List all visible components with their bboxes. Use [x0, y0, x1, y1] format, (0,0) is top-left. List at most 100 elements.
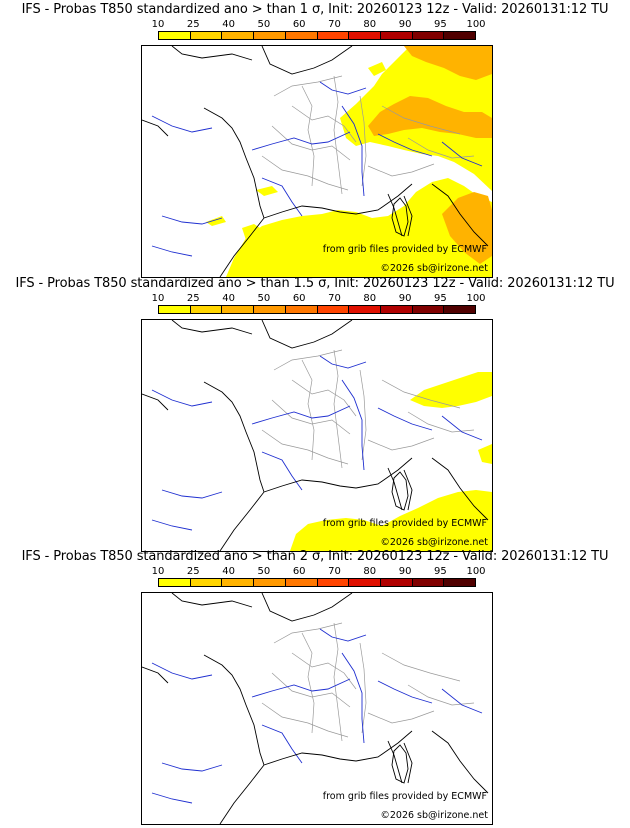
color-scale-labels: 10 25 40 50 60 70 80 90 95 100	[152, 566, 486, 578]
scale-color-segment	[444, 306, 476, 313]
scale-label: 70	[328, 566, 341, 577]
prob-area-tyrrhenian	[478, 444, 492, 464]
probability-shading	[206, 46, 492, 277]
panel-title: IFS - Probas T850 standardized ano > tha…	[21, 549, 609, 564]
scale-color-segment	[222, 579, 255, 586]
scale-label: 50	[257, 293, 271, 304]
source-credit: from grib files provided by ECMWF	[322, 791, 487, 802]
map-canvas	[142, 593, 489, 824]
scale-label: 40	[222, 19, 235, 30]
forecast-panel-1-5sigma: IFS - Probas T850 standardized ano > tha…	[0, 276, 630, 552]
copyright-text: ©2026 sb@irizone.net	[380, 537, 488, 548]
scale-label: 10	[151, 19, 165, 30]
scale-color-segment	[380, 306, 413, 313]
coastline	[142, 593, 489, 824]
map-canvas	[142, 46, 492, 277]
color-scale-labels: 10 25 40 50 60 70 80 90 95 100	[152, 293, 486, 305]
scale-label: 100	[466, 566, 486, 577]
prob-area-west	[206, 216, 226, 226]
map-frame: from grib files provided by ECMWF ©2026 …	[141, 592, 493, 825]
scale-color-segment	[190, 32, 223, 39]
coastline	[142, 320, 489, 551]
scale-color-segment	[254, 579, 286, 586]
panel-title: IFS - Probas T850 standardized ano > tha…	[15, 276, 615, 291]
prob-area-alps	[410, 372, 492, 408]
scale-label: 95	[434, 19, 447, 30]
scale-label: 40	[222, 293, 235, 304]
scale-color-segment	[159, 306, 191, 313]
corsica-island	[391, 197, 409, 237]
scale-color-segment	[222, 32, 255, 39]
scale-color-segment	[412, 306, 445, 313]
scale-label: 90	[398, 293, 412, 304]
scale-label: 80	[363, 293, 377, 304]
source-credit: from grib files provided by ECMWF	[322, 518, 487, 529]
scale-color-segment	[222, 306, 255, 313]
scale-color-segment	[190, 306, 223, 313]
scale-color-segment	[317, 579, 350, 586]
scale-label: 25	[186, 566, 200, 577]
scale-color-segment	[285, 579, 318, 586]
scale-label: 60	[292, 293, 306, 304]
color-scale-labels: 10 25 40 50 60 70 80 90 95 100	[152, 19, 486, 31]
scale-color-segment	[412, 579, 445, 586]
scale-label: 80	[363, 566, 377, 577]
scale-color-segment	[159, 579, 191, 586]
prob-area-sw	[242, 224, 266, 242]
admin-borders	[261, 75, 475, 195]
scale-color-segment	[317, 306, 350, 313]
scale-label: 95	[434, 293, 447, 304]
scale-label: 60	[292, 566, 306, 577]
scale-label: 90	[398, 566, 412, 577]
rivers	[151, 628, 483, 804]
color-scale-bar	[158, 578, 476, 587]
scale-label: 100	[466, 19, 486, 30]
admin-borders	[261, 349, 475, 469]
prob-area-bay	[256, 186, 278, 196]
prob-area-north	[404, 46, 492, 80]
scale-label: 80	[363, 19, 377, 30]
scale-label: 100	[466, 293, 486, 304]
scale-label: 25	[186, 293, 200, 304]
source-credit: from grib files provided by ECMWF	[322, 244, 487, 255]
forecast-panel-1sigma: IFS - Probas T850 standardized ano > tha…	[0, 2, 630, 278]
scale-color-segment	[444, 579, 476, 586]
corsica-island	[391, 471, 409, 511]
probability-shading	[290, 372, 492, 551]
prob-area-alps-orange	[368, 96, 492, 138]
color-scale-bar	[158, 305, 476, 314]
scale-color-segment	[317, 32, 350, 39]
copyright-text: ©2026 sb@irizone.net	[380, 263, 488, 274]
scale-color-segment	[412, 32, 445, 39]
map-frame: from grib files provided by ECMWF ©2026 …	[141, 45, 493, 278]
scale-color-segment	[254, 306, 286, 313]
scale-label: 25	[186, 19, 200, 30]
panel-title: IFS - Probas T850 standardized ano > tha…	[21, 2, 609, 17]
rivers	[151, 81, 483, 257]
map-frame: from grib files provided by ECMWF ©2026 …	[141, 319, 493, 552]
scale-label: 10	[151, 566, 165, 577]
coastline	[142, 46, 489, 277]
scale-label: 90	[398, 19, 412, 30]
scale-color-segment	[285, 306, 318, 313]
prob-area-med	[226, 178, 492, 277]
forecast-panel-2sigma: IFS - Probas T850 standardized ano > tha…	[0, 549, 630, 825]
scale-color-segment	[254, 32, 286, 39]
scale-color-segment	[159, 32, 191, 39]
scale-color-segment	[285, 32, 318, 39]
prob-area-med	[290, 490, 492, 551]
scale-label: 10	[151, 293, 165, 304]
color-scale-bar	[158, 31, 476, 40]
copyright-text: ©2026 sb@irizone.net	[380, 810, 488, 821]
scale-color-segment	[380, 32, 413, 39]
scale-label: 40	[222, 566, 235, 577]
scale-label: 70	[328, 19, 341, 30]
scale-color-segment	[349, 32, 381, 39]
map-canvas	[142, 320, 492, 551]
scale-color-segment	[380, 579, 413, 586]
scale-label: 70	[328, 293, 341, 304]
prob-area-ne	[368, 62, 386, 76]
scale-label: 50	[257, 19, 271, 30]
scale-label: 50	[257, 566, 271, 577]
scale-label: 95	[434, 566, 447, 577]
